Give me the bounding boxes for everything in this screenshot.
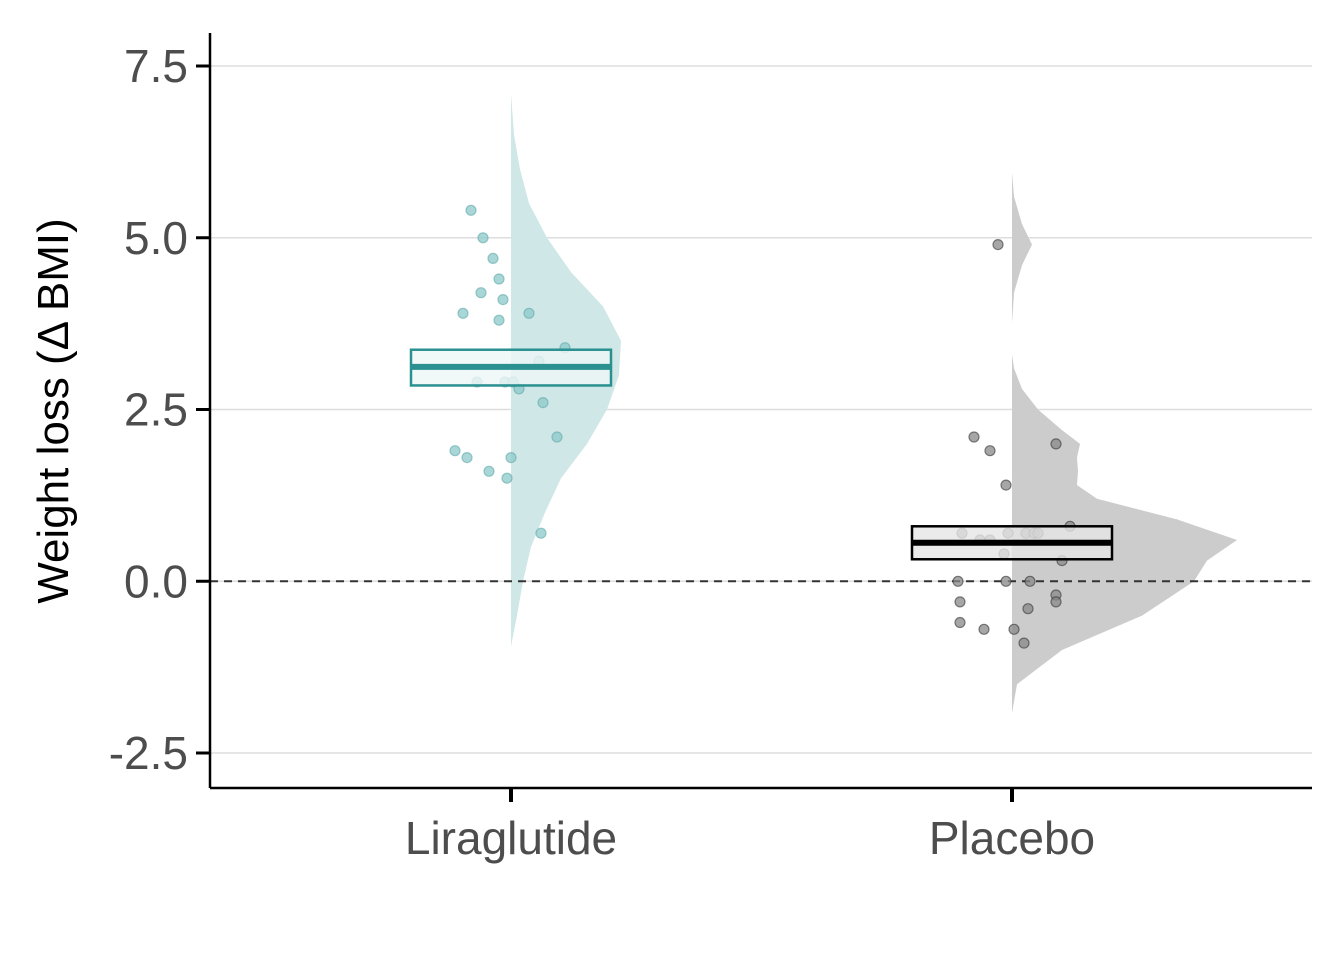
data-point-placebo-3 <box>984 445 996 457</box>
y-tick-label-3: 5.0 <box>124 212 188 264</box>
density-clouds <box>511 93 1237 714</box>
data-point-liraglutide-15 <box>537 397 549 409</box>
data-point-placebo-4 <box>1000 479 1012 491</box>
data-point-placebo-19 <box>1050 596 1062 608</box>
data-point-placebo-16 <box>1000 575 1012 587</box>
data-point-liraglutide-6 <box>457 307 469 319</box>
x-tick-label-liraglutide: Liraglutide <box>405 812 617 864</box>
data-point-liraglutide-19 <box>505 452 517 464</box>
data-point-placebo-15 <box>952 575 964 587</box>
data-point-liraglutide-18 <box>461 452 473 464</box>
data-point-liraglutide-1 <box>477 232 489 244</box>
gridlines <box>210 65 1312 754</box>
data-point-liraglutide-8 <box>493 314 505 326</box>
data-point-placebo-17 <box>1024 575 1036 587</box>
data-point-liraglutide-16 <box>551 431 563 443</box>
y-axis-title: Weight loss (Δ BMI) <box>29 218 78 604</box>
y-tick-label-0: -2.5 <box>109 727 188 779</box>
data-point-placebo-25 <box>1018 637 1030 649</box>
data-point-liraglutide-21 <box>501 472 513 484</box>
density-cloud-upper-placebo <box>1012 172 1032 324</box>
data-point-liraglutide-17 <box>449 445 461 457</box>
data-point-liraglutide-7 <box>523 307 535 319</box>
y-tick-label-1: 0.0 <box>124 555 188 607</box>
data-point-liraglutide-2 <box>487 252 499 264</box>
y-tick-labels: -2.5 0.0 2.5 5.0 7.5 <box>109 40 188 779</box>
mean-ci-boxes <box>409 348 1114 561</box>
data-point-placebo-21 <box>1022 603 1034 615</box>
density-cloud-placebo <box>1012 354 1237 714</box>
data-point-liraglutide-22 <box>535 527 547 539</box>
y-tick-label-4: 7.5 <box>124 40 188 92</box>
data-point-liraglutide-3 <box>493 273 505 285</box>
data-point-liraglutide-4 <box>475 287 487 299</box>
x-tick-labels: Liraglutide Placebo <box>405 812 1095 864</box>
data-point-placebo-23 <box>978 623 990 635</box>
axes <box>196 33 1312 802</box>
data-point-placebo-24 <box>1008 623 1020 635</box>
data-point-placebo-20 <box>954 596 966 608</box>
x-tick-label-placebo: Placebo <box>929 812 1095 864</box>
data-point-placebo-2 <box>1050 438 1062 450</box>
data-point-placebo-0 <box>992 239 1004 251</box>
data-point-liraglutide-20 <box>483 465 495 477</box>
y-tick-label-2: 2.5 <box>124 384 188 436</box>
data-point-liraglutide-5 <box>497 294 509 306</box>
data-point-placebo-22 <box>954 616 966 629</box>
data-point-liraglutide-0 <box>465 204 477 216</box>
data-point-placebo-1 <box>968 431 980 443</box>
